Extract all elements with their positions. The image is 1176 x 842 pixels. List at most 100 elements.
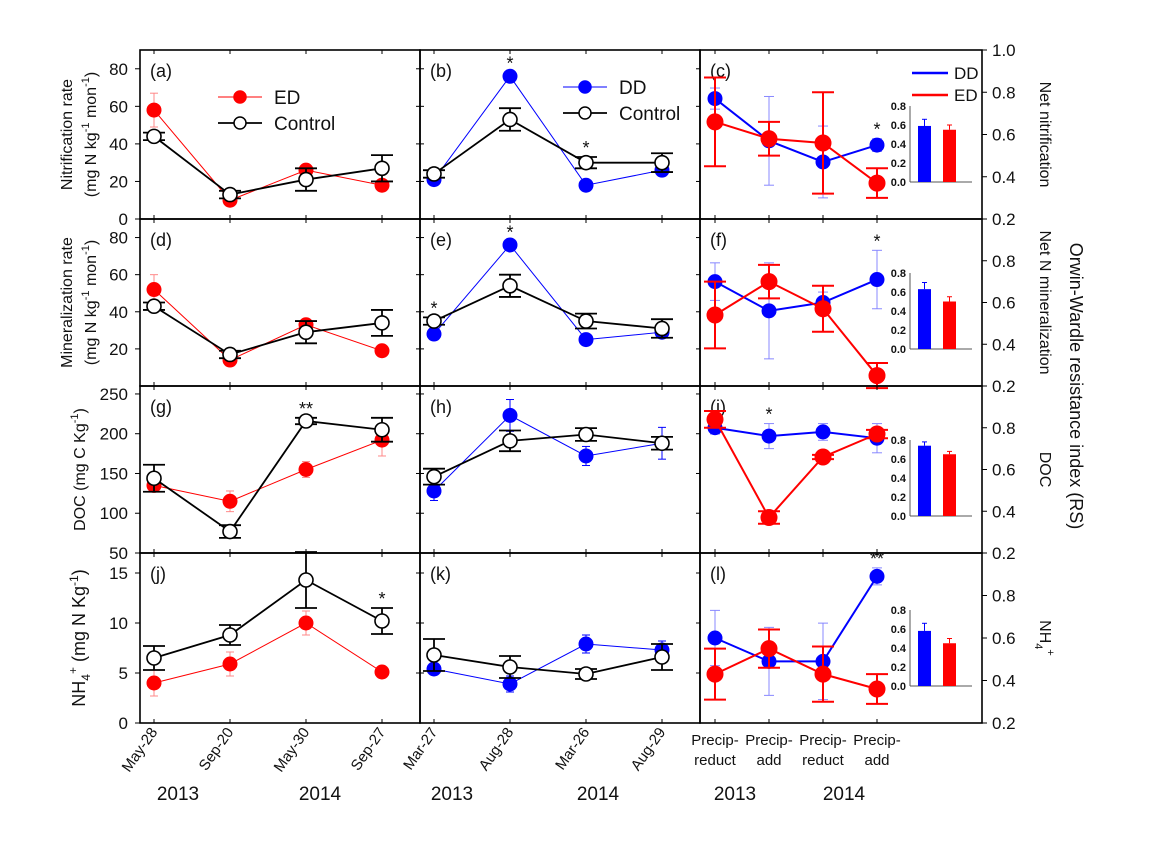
series-line-dd [433, 414, 663, 492]
inset-tick-label: 0.0 [891, 511, 906, 523]
legend-label: DD [954, 64, 979, 83]
significance-star: * [765, 405, 772, 425]
data-point-control [298, 324, 314, 340]
legend-label: Control [619, 104, 680, 125]
significance-star: ** [870, 549, 884, 569]
data-point-control [298, 413, 314, 429]
panel-label: (f) [710, 230, 727, 250]
panel-label: (j) [150, 564, 166, 584]
data-point-control [222, 523, 238, 540]
data-point-control [222, 346, 238, 363]
y-axis-title: Mineralization rate (mg N kg-1 mon-1) [59, 237, 100, 368]
rs-axis-title: Orwin-Wardle resistance index (RS) [1066, 243, 1086, 529]
rs-tick-label: 0.2 [992, 714, 1016, 733]
inset-tick-label: 0.8 [891, 435, 906, 447]
panel-frame [139, 552, 421, 724]
inset-bar-dd [918, 125, 931, 182]
data-point-control [374, 315, 390, 331]
data-point-control [146, 298, 162, 315]
rs-row-title-text: DOC [1036, 452, 1053, 488]
y-axis-title-line: NH4+ (mg N Kg-1) [66, 569, 93, 706]
inset-tick-label: 0.6 [891, 454, 906, 466]
rs-tick-label: 0.8 [992, 419, 1016, 438]
panel-label: (d) [150, 230, 172, 250]
series-line-dd [714, 97, 878, 164]
x-tick-label: Sep-20 [196, 725, 238, 774]
data-point-dd [869, 137, 885, 153]
rs-tick-label: 0.6 [992, 629, 1016, 648]
data-point-ed [760, 273, 778, 291]
data-point-control [374, 160, 390, 177]
x-tick-label: Aug-29 [628, 725, 670, 774]
data-point-ed [146, 282, 162, 298]
data-point-control [298, 171, 314, 188]
series-line-ed [153, 289, 383, 361]
series-line-control [153, 420, 383, 533]
data-point-control [578, 426, 594, 443]
y-axis-title: DOC (mg C Kg-1) [69, 408, 89, 531]
x-tick-label: Aug-28 [476, 725, 518, 774]
y-tick-label: 50 [109, 544, 128, 563]
series-line-dd [714, 426, 878, 440]
series-line-dd [714, 278, 878, 312]
series-line-control [433, 118, 662, 175]
significance-star: * [430, 298, 437, 318]
panel-frame [699, 552, 983, 724]
legend-label: ED [274, 88, 300, 109]
inset-bar-dd [918, 445, 931, 516]
x-tick-label: Mar-27 [400, 725, 441, 774]
x-year-label: 2014 [823, 784, 866, 805]
inset-tick-label: 0.4 [891, 643, 907, 655]
data-point-ed [814, 300, 832, 318]
rs-axis-title-text: Orwin-Wardle resistance index (RS) [1066, 243, 1086, 529]
data-point-control [578, 666, 594, 682]
series-line-control [433, 433, 663, 478]
inset-bar-ed [943, 129, 956, 182]
inset-bar-ed [943, 643, 956, 686]
legend-marker-dd [578, 80, 592, 94]
x-year-label: 2013 [714, 784, 756, 805]
data-point-ed [146, 675, 162, 691]
inset-tick-label: 0.4 [891, 306, 907, 318]
panel-frame [419, 218, 701, 387]
legend-label: DD [619, 78, 646, 99]
series-line-control [433, 284, 663, 330]
data-point-dd [578, 636, 594, 652]
y-tick-label: 0 [119, 714, 128, 733]
data-point-control [654, 649, 670, 665]
rs-row-title: Net nitrification [1036, 82, 1053, 188]
data-point-control [222, 186, 238, 203]
data-point-dd [761, 428, 777, 444]
series-line-ed [153, 439, 383, 502]
data-point-control [654, 154, 670, 171]
data-point-ed [760, 130, 778, 148]
x-tick-label: add [756, 752, 781, 769]
inset-tick-label: 0.2 [891, 662, 906, 674]
panel-label: (l) [710, 564, 726, 584]
panel-label: (g) [150, 397, 172, 417]
inset-tick-label: 0.8 [891, 101, 906, 113]
inset-tick-label: 0.6 [891, 287, 906, 299]
legend-marker-control [578, 106, 592, 120]
y-tick-label: 250 [100, 385, 128, 404]
inset-tick-label: 0.2 [891, 492, 906, 504]
inset-tick-label: 0.6 [891, 120, 906, 132]
data-point-dd [502, 237, 518, 253]
x-year-label: 2013 [431, 784, 473, 805]
data-point-control [654, 435, 670, 452]
data-point-control [426, 166, 442, 182]
rs-tick-label: 0.8 [992, 587, 1016, 606]
inset-tick-label: 0.0 [891, 344, 906, 356]
legend-label: Control [274, 114, 335, 135]
y-tick-label: 0 [119, 210, 128, 229]
data-point-control [298, 572, 314, 588]
series-line-ed [714, 280, 878, 377]
y-tick-label: 15 [109, 564, 128, 583]
data-point-control [426, 313, 442, 329]
data-point-ed [374, 664, 390, 680]
panel-frame [419, 49, 701, 220]
panel-frame [419, 385, 701, 554]
panel-frame [419, 552, 701, 724]
x-tick-label: Precip- [745, 732, 793, 749]
